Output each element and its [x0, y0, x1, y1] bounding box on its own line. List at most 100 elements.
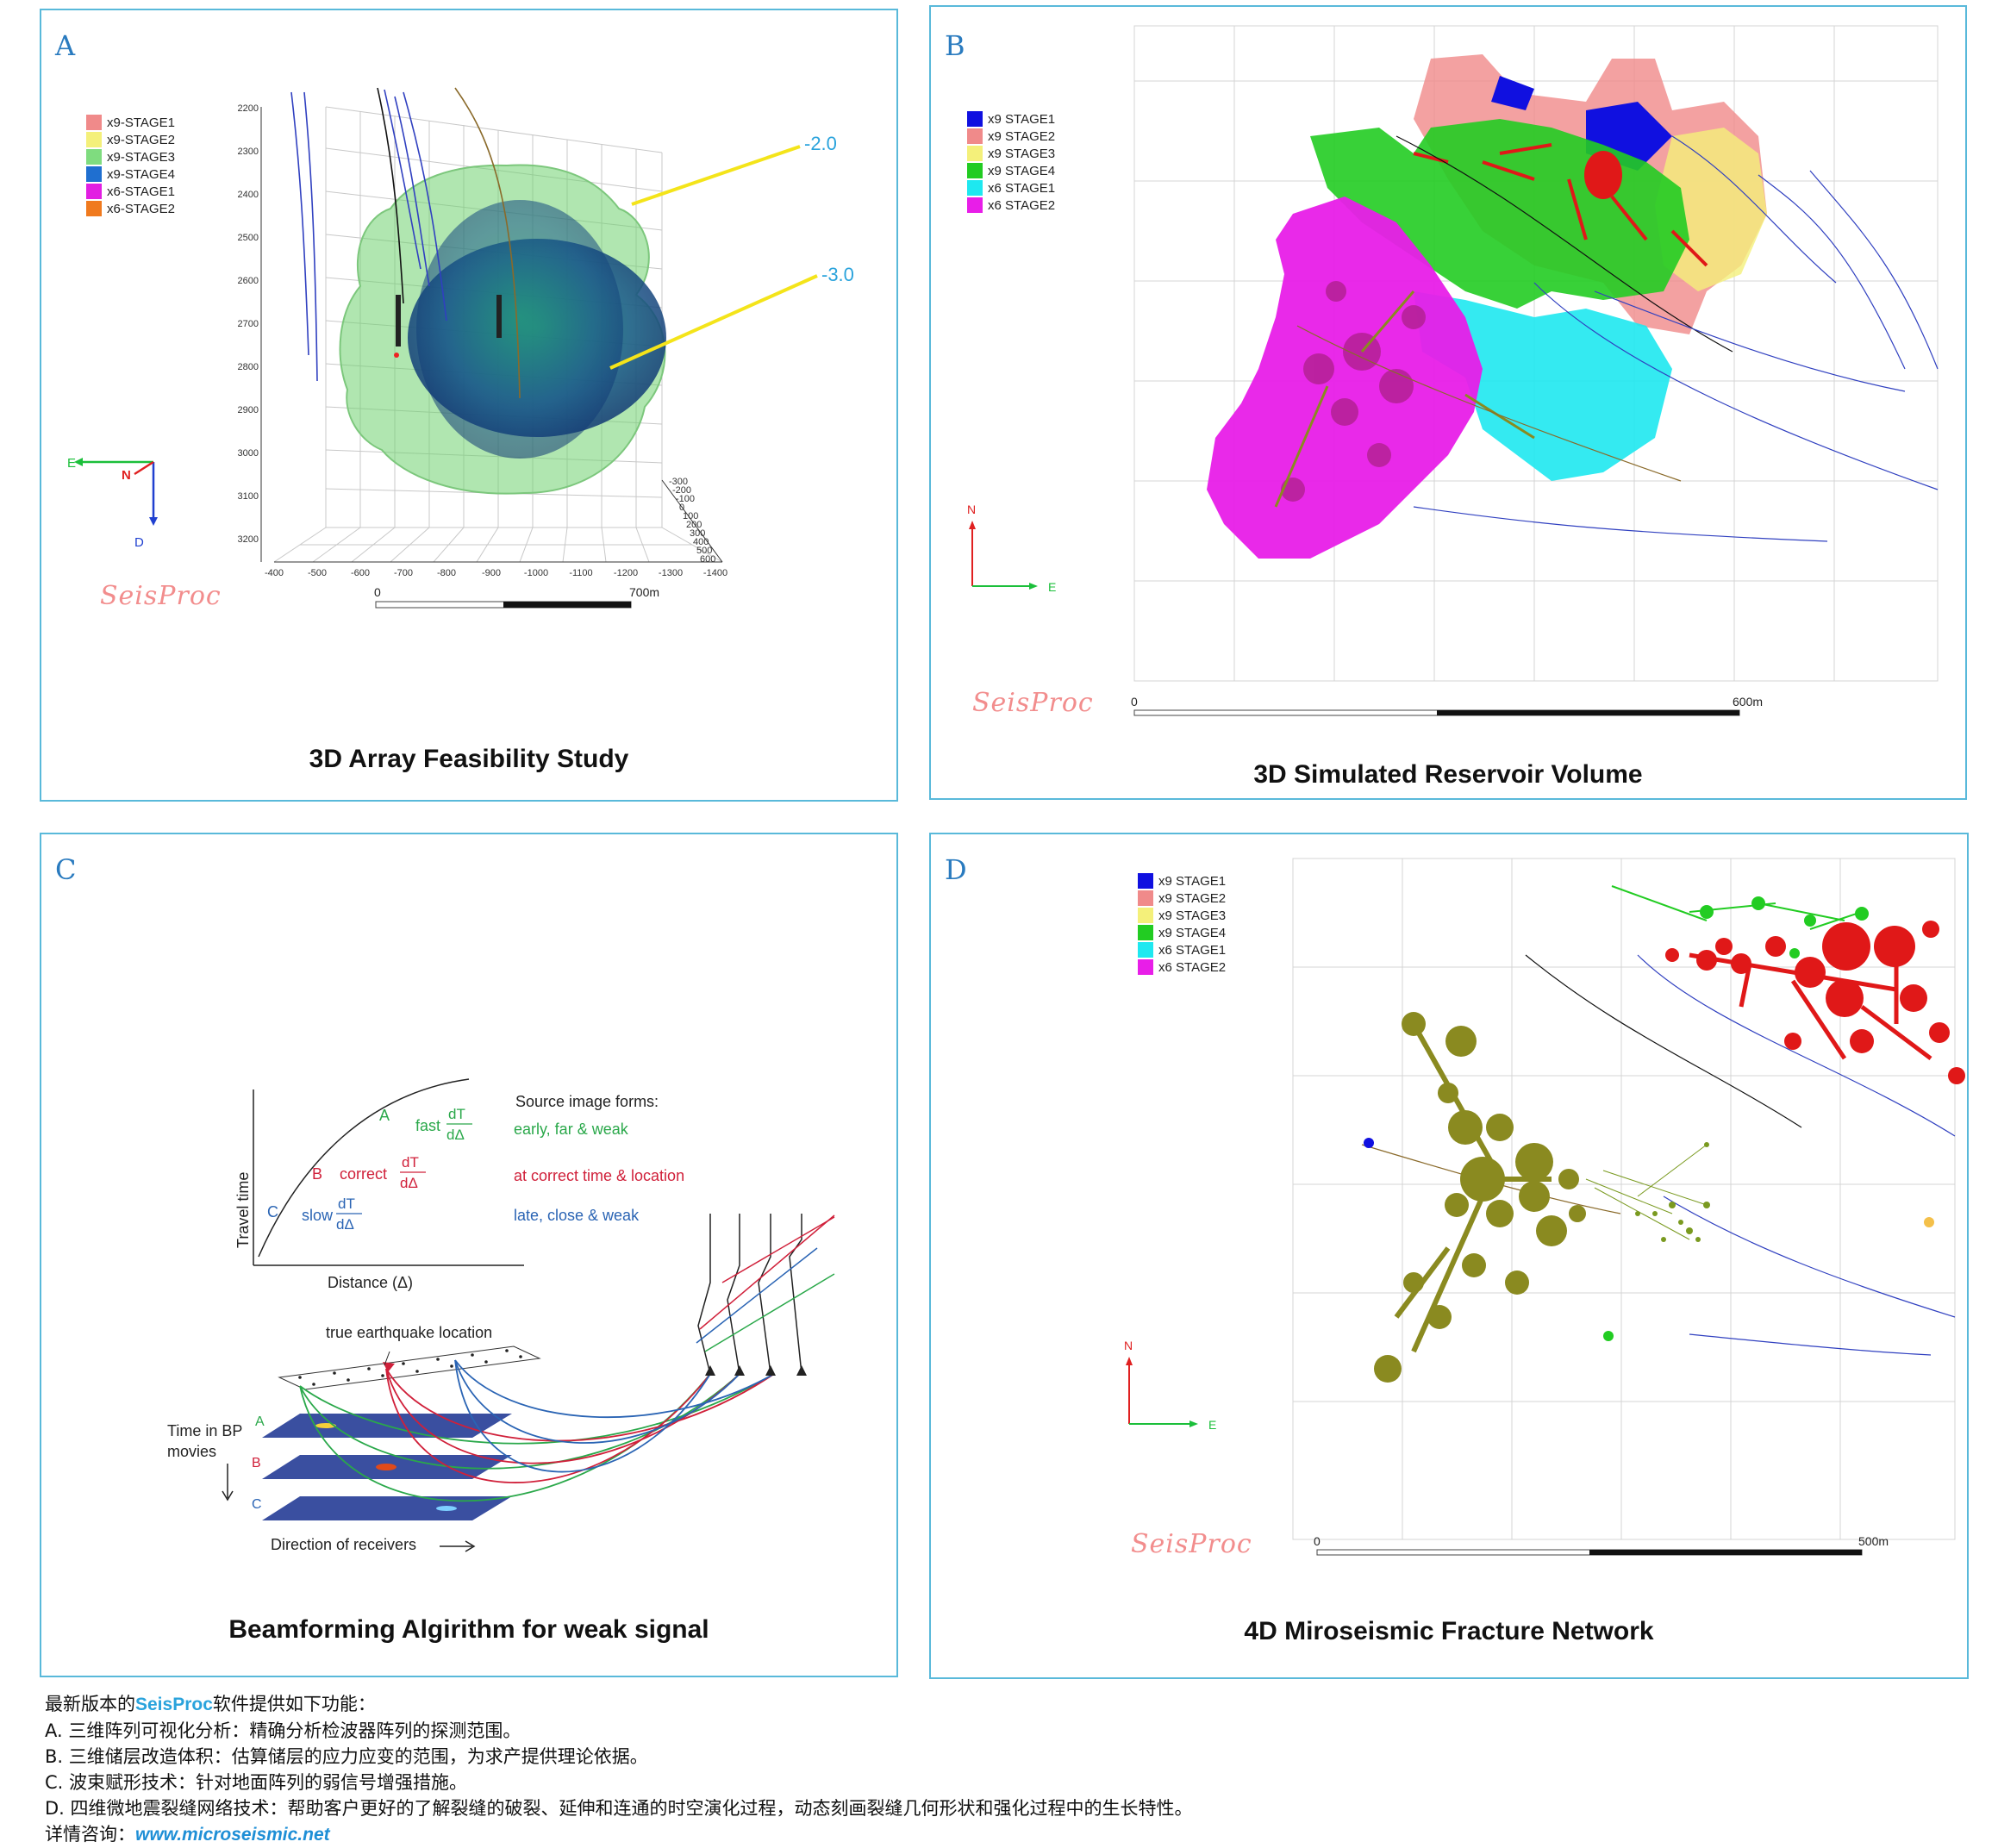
rate-num: dT — [448, 1106, 465, 1122]
legend-swatch — [86, 149, 102, 165]
scale-bar — [1316, 1549, 1863, 1556]
compass-e: E — [1048, 580, 1056, 594]
depth-tick: 3100 — [238, 491, 259, 502]
scale-end: 500m — [1858, 1534, 1889, 1548]
rate-den: dΔ — [400, 1175, 418, 1191]
legend-item: x9 STAGE3 — [967, 145, 1055, 162]
point-c: C — [267, 1203, 278, 1221]
x-tick: -800 — [437, 568, 456, 578]
depth-tick: 2200 — [238, 103, 259, 114]
legend-item: x6 STAGE2 — [967, 197, 1055, 214]
bp-layer-c — [262, 1496, 512, 1520]
layer-label-c: C — [252, 1497, 262, 1512]
legend-item: x6 STAGE1 — [1138, 941, 1226, 958]
depth-tick: 3000 — [238, 448, 259, 459]
legend-swatch — [1138, 959, 1153, 975]
form-correct: at correct time & location — [514, 1167, 684, 1184]
panel-title: 4D Miroseismic Fracture Network — [1244, 1617, 1654, 1645]
array-3d-view: -2.0 -3.0 2200 2300 2400 2500 2600 2700 … — [67, 87, 854, 609]
source-heading: Source image forms: — [515, 1093, 659, 1110]
receivers-label: Direction of receivers — [271, 1536, 416, 1553]
legend-item: x6-STAGE1 — [86, 183, 175, 200]
form-late: late, close & weak — [514, 1207, 640, 1224]
layer-label-a: A — [255, 1414, 265, 1429]
compass: E N D — [67, 456, 158, 550]
intro-line: 最新版本的SeisProc软件提供如下功能： — [45, 1694, 376, 1714]
panel-title: 3D Array Feasibility Study — [309, 745, 629, 773]
time-label: Time in BP — [167, 1422, 242, 1439]
legend-swatch — [1138, 908, 1153, 923]
y-tick: 0 — [679, 503, 684, 513]
time-label: movies — [167, 1443, 216, 1460]
scale-start: 0 — [1131, 695, 1138, 709]
depth-tick: 3200 — [238, 534, 259, 545]
brand-name: SeisProc — [135, 1695, 213, 1714]
rate-slow: slow — [302, 1207, 334, 1224]
compass-e: E — [1208, 1418, 1216, 1432]
legend-item: x9 STAGE4 — [967, 162, 1055, 179]
compass-n: N — [1124, 1339, 1133, 1352]
point-a: A — [379, 1107, 390, 1124]
legend-swatch — [967, 180, 983, 196]
x-tick: -600 — [351, 568, 370, 578]
x-tick: -1400 — [703, 568, 727, 578]
legend-swatch — [1138, 873, 1153, 889]
depth-tick: 2600 — [238, 276, 259, 286]
x-tick: -700 — [394, 568, 413, 578]
compass-n: N — [122, 468, 131, 483]
y-tick: 400 — [693, 537, 709, 547]
legend-item: x9-STAGE3 — [86, 148, 175, 165]
legend-item: x9 STAGE3 — [1138, 907, 1226, 924]
point-b: B — [312, 1165, 322, 1183]
legend-swatch — [967, 197, 983, 213]
legend-item: x9 STAGE4 — [1138, 924, 1226, 941]
legend-swatch — [967, 146, 983, 161]
depth-tick: 2500 — [238, 233, 259, 243]
compass-n: N — [967, 503, 976, 516]
legend-item: x9 STAGE2 — [1138, 890, 1226, 907]
depth-tick: 2800 — [238, 362, 259, 372]
true-location-marker — [383, 1362, 395, 1372]
seisproc-logo: SeisProc — [1131, 1529, 1252, 1559]
feature-description: 最新版本的SeisProc软件提供如下功能： A. 三维阵列可视化分析：精确分析… — [45, 1691, 1193, 1848]
rate-num: dT — [402, 1154, 419, 1171]
y-tick: -300 — [669, 477, 688, 487]
panel-b: B x9 STAGE1 x9 STAGE2 x9 STAGE3 x9 STAGE… — [929, 5, 1967, 800]
seisproc-logo: SeisProc — [100, 581, 222, 611]
feature-b: B. 三维储层改造体积：估算储层的应力应变的范围，为求产提供理论依据。 — [45, 1746, 648, 1767]
scale-bar — [1133, 709, 1740, 716]
depth-tick: 2900 — [238, 405, 259, 415]
x-tick: -400 — [265, 568, 284, 578]
y-tick: 300 — [690, 528, 705, 539]
panel-d: D x9 STAGE1 x9 STAGE2 x9 STAGE3 x9 STAGE… — [929, 833, 1969, 1679]
panel-title: 3D Simulated Reservoir Volume — [1253, 760, 1643, 789]
contour-label: -2.0 — [804, 133, 837, 154]
legend-item: x6-STAGE2 — [86, 200, 175, 217]
legend-swatch — [967, 111, 983, 127]
website-link[interactable]: www.microseismic.net — [135, 1825, 330, 1845]
compass: N E — [967, 503, 1056, 594]
legend-item: x6 STAGE2 — [1138, 958, 1226, 976]
legend-swatch — [86, 132, 102, 147]
legend-swatch — [86, 184, 102, 199]
x-tick: -500 — [308, 568, 327, 578]
y-tick: -100 — [676, 494, 695, 504]
y-axis-label: Travel time — [234, 1172, 252, 1248]
y-tick: 500 — [696, 546, 712, 556]
contact-line: 详情咨询：www.microseismic.net — [45, 1824, 330, 1845]
travel-time-curve — [258, 1078, 470, 1258]
legend-item: x9 STAGE2 — [967, 128, 1055, 145]
x-tick: -1200 — [614, 568, 638, 578]
true-location-label: true earthquake location — [326, 1324, 492, 1341]
legend-item: x9 STAGE1 — [1138, 872, 1226, 890]
depth-tick: 2300 — [238, 147, 259, 157]
compass-e: E — [67, 456, 76, 471]
fracture-network-map: N E — [1124, 858, 1965, 1556]
legend-swatch — [967, 163, 983, 178]
rate-num: dT — [338, 1196, 355, 1212]
legend-swatch — [86, 201, 102, 216]
legend: x9-STAGE1 x9-STAGE2 x9-STAGE3 x9-STAGE4 … — [86, 114, 175, 217]
scale-start: 0 — [1314, 1534, 1321, 1548]
contour-label: -3.0 — [821, 264, 854, 285]
rate-correct: correct — [340, 1165, 387, 1183]
